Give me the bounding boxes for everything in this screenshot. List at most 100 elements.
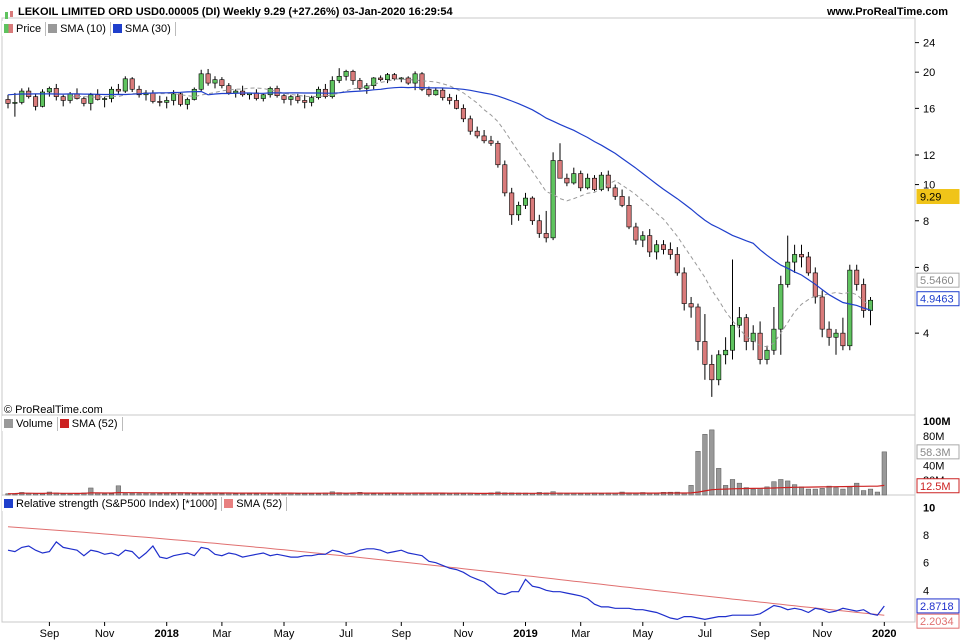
price-y-tick-label: 24 (923, 38, 935, 50)
legend-sma10[interactable]: SMA (10) (46, 21, 111, 36)
candle-body (716, 354, 722, 381)
sma10-value-label-box (916, 272, 960, 288)
candle-body (695, 306, 701, 342)
volume-bar (384, 493, 391, 496)
volume-bar (267, 493, 273, 496)
candle-body (833, 332, 839, 338)
candle-body (398, 77, 404, 80)
legend-volume-sma[interactable]: SMA (52) (58, 416, 123, 431)
candle-body (702, 341, 708, 365)
price-y-tick-label: 4 (923, 328, 929, 340)
price-y-tick-label: 10 (923, 180, 935, 192)
candle-body (550, 160, 556, 239)
volume-bar (660, 492, 667, 496)
legend-rs[interactable]: Relative strength (S&P500 Index) [*1000] (2, 496, 223, 511)
candle-body (723, 349, 729, 356)
candle-body (426, 88, 432, 96)
rs-y-tick-label: 4 (923, 585, 929, 597)
volume-bar (695, 451, 701, 496)
volume-bar (371, 493, 377, 496)
price-y-tick-label: 6 (923, 262, 929, 274)
x-tick-label: May (274, 628, 295, 640)
candle-body (861, 284, 867, 311)
candle-body (481, 135, 487, 142)
volume-bar (60, 493, 66, 496)
candle-body (474, 130, 480, 137)
rs-value-label: 2.8718 (920, 601, 954, 613)
candle-body (647, 235, 653, 253)
candle-body (736, 317, 742, 326)
candle-body (598, 174, 604, 190)
volume-bar (102, 493, 108, 496)
volume-bar (136, 493, 142, 496)
volume-bar (688, 485, 694, 496)
volume-bar (184, 493, 190, 496)
candle-body (219, 79, 225, 87)
candle-body (840, 332, 846, 347)
volume-bar (108, 493, 115, 496)
candle-body (39, 91, 45, 107)
legend-sma10-swatch (48, 24, 58, 33)
volume-bar (819, 488, 825, 496)
candle-body (771, 328, 777, 351)
volume-bar (702, 434, 708, 496)
legend-rs-sma-label: SMA (52) (236, 497, 283, 510)
candle-body (440, 89, 446, 98)
candle-body (557, 160, 563, 179)
chart-title: LEKOIL LIMITED ORD USD0.00005 (DI) Weekl… (18, 6, 453, 18)
candle-body (529, 197, 535, 222)
volume-bar (129, 492, 135, 496)
volume-bar (233, 493, 239, 496)
candle-body (564, 177, 570, 184)
sma30-line (7, 86, 871, 311)
candle-body (667, 249, 673, 255)
candle-body (171, 93, 177, 101)
candle-body (626, 205, 632, 228)
candle-body (792, 254, 798, 263)
candle-body (495, 142, 501, 166)
candle-body (115, 88, 121, 92)
site-link[interactable]: www.ProRealTime.com (826, 6, 948, 18)
candle-body (122, 78, 128, 92)
volume-bar (295, 493, 301, 496)
candle-body (184, 99, 190, 105)
candle-body (329, 80, 335, 97)
candle-body (447, 97, 453, 101)
x-tick-label: Nov (95, 628, 115, 640)
volume-bar (315, 493, 322, 496)
volume-bar (143, 493, 149, 496)
candle-body (729, 324, 735, 351)
price-y-tick-label: 12 (923, 150, 935, 162)
candle-body (453, 100, 459, 109)
legend-volume[interactable]: Volume (2, 416, 58, 431)
volume-last-box (916, 444, 960, 460)
x-tick-label: Jul (339, 628, 353, 640)
candle-body (847, 269, 853, 347)
candle-body (522, 197, 528, 206)
legend-sma30[interactable]: SMA (30) (111, 21, 176, 36)
legend-rs-sma[interactable]: SMA (52) (222, 496, 288, 511)
candle-body (591, 177, 597, 190)
rs-line (7, 541, 885, 621)
legend-price[interactable]: Price (2, 21, 47, 36)
price-legend: Price SMA (10) SMA (30) (2, 21, 176, 36)
rs-value-box (916, 598, 960, 614)
volume-bar (419, 493, 425, 496)
price-panel-frame (1, 17, 916, 416)
volume-sma-box (916, 478, 960, 494)
x-tick-label: Nov (812, 628, 832, 640)
volume-bar (812, 488, 818, 496)
volume-bar (246, 493, 253, 496)
x-tick-label: Sep (40, 628, 60, 640)
volume-bar (757, 488, 763, 496)
candle-body (60, 96, 66, 101)
volume-y-tick-label: 40M (923, 460, 944, 472)
x-tick-label: Mar (571, 628, 590, 640)
candle-body (743, 317, 749, 342)
candle-body (536, 220, 542, 234)
copyright: © ProRealTime.com (4, 404, 103, 416)
volume-bar (67, 493, 73, 496)
volume-bar (274, 493, 280, 496)
candle-body (295, 96, 301, 101)
candle-body (688, 303, 694, 308)
